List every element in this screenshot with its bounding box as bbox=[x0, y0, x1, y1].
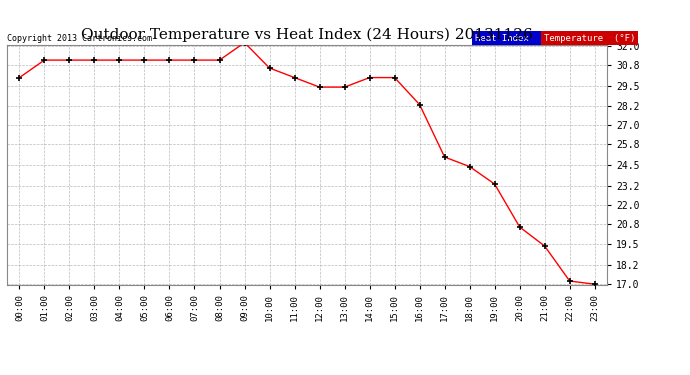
Temperature  (°F) bbox=[90, 58, 99, 62]
Temperature  (°F) bbox=[540, 244, 549, 248]
Temperature  (°F) bbox=[315, 85, 324, 89]
Temperature  (°F) bbox=[15, 75, 23, 80]
Temperature  (°F) bbox=[190, 58, 199, 62]
Temperature  (°F) bbox=[591, 282, 599, 286]
Temperature  (°F) bbox=[266, 66, 274, 70]
Temperature  (°F) bbox=[290, 75, 299, 80]
Temperature  (°F) bbox=[566, 279, 574, 283]
Text: Heat Index  (°F): Heat Index (°F) bbox=[475, 34, 561, 43]
Temperature  (°F) bbox=[140, 58, 148, 62]
Line: Temperature  (°F): Temperature (°F) bbox=[17, 40, 598, 287]
Temperature  (°F) bbox=[366, 75, 374, 80]
Temperature  (°F) bbox=[115, 58, 124, 62]
Temperature  (°F) bbox=[40, 58, 48, 62]
Temperature  (°F) bbox=[466, 164, 474, 169]
Text: Copyright 2013 Cartronics.com: Copyright 2013 Cartronics.com bbox=[7, 34, 152, 43]
Title: Outdoor Temperature vs Heat Index (24 Hours) 20131126: Outdoor Temperature vs Heat Index (24 Ho… bbox=[81, 28, 533, 42]
Temperature  (°F) bbox=[240, 40, 248, 45]
Temperature  (°F) bbox=[440, 155, 449, 159]
Temperature  (°F) bbox=[391, 75, 399, 80]
Temperature  (°F) bbox=[215, 58, 224, 62]
Temperature  (°F) bbox=[491, 182, 499, 186]
Temperature  (°F) bbox=[515, 225, 524, 229]
Temperature  (°F) bbox=[66, 58, 74, 62]
Temperature  (°F) bbox=[340, 85, 348, 89]
Temperature  (°F) bbox=[166, 58, 174, 62]
Text: Temperature  (°F): Temperature (°F) bbox=[544, 34, 635, 43]
Temperature  (°F) bbox=[415, 102, 424, 107]
